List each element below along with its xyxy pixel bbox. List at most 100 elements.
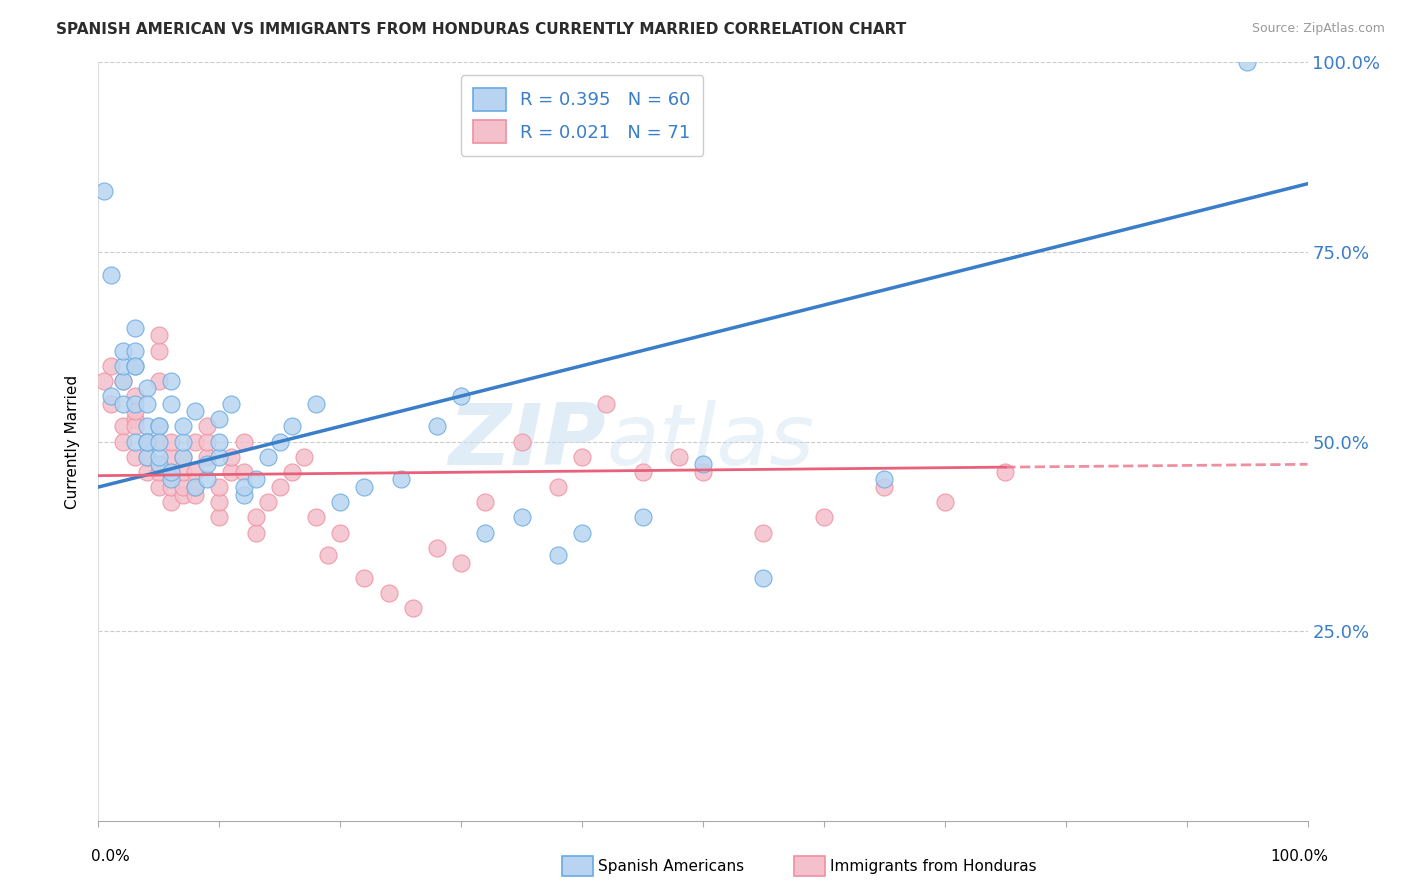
Point [111,396,134,410]
Point [160,450,183,464]
Point [208,434,231,449]
Point [245,525,267,540]
Point [752,525,775,540]
Point [172,434,194,449]
Point [135,434,157,449]
Point [195,473,218,487]
Point [994,465,1017,479]
Point [148,419,170,434]
Point [377,586,399,600]
Point [172,465,194,479]
Legend: R = 0.395   N = 60, R = 0.021   N = 71: R = 0.395 N = 60, R = 0.021 N = 71 [461,75,703,156]
Point [184,434,207,449]
Point [160,434,183,449]
Point [450,389,472,403]
Point [100,389,122,403]
Point [510,434,533,449]
Point [450,556,472,570]
Point [571,450,593,464]
Point [124,389,146,403]
Point [195,450,218,464]
Point [232,434,254,449]
Point [208,412,231,426]
Point [111,419,134,434]
Point [474,495,496,509]
Point [547,480,569,494]
Y-axis label: Currently Married: Currently Married [65,375,80,508]
Point [426,419,449,434]
Point [631,510,654,524]
Point [873,473,896,487]
Point [305,396,328,410]
Point [111,374,134,388]
Point [232,480,254,494]
Point [208,495,231,509]
Point [148,328,170,343]
Point [135,382,157,396]
Point [111,359,134,373]
Point [195,458,218,472]
Point [232,465,254,479]
Point [135,450,157,464]
Point [135,419,157,434]
Point [631,465,654,479]
Point [124,359,146,373]
Point [135,465,157,479]
Point [934,495,956,509]
Point [208,450,231,464]
Point [353,480,375,494]
Point [172,450,194,464]
Text: ZIP: ZIP [449,400,606,483]
Point [474,525,496,540]
Point [547,548,569,563]
Point [595,396,617,410]
Point [281,465,304,479]
Point [124,320,146,334]
Point [148,480,170,494]
Point [124,450,146,464]
Point [148,458,170,472]
Point [510,510,533,524]
Point [245,510,267,524]
Point [160,473,183,487]
Text: Spanish Americans: Spanish Americans [598,859,744,873]
Point [692,465,714,479]
Point [221,396,243,410]
Point [124,343,146,358]
Point [269,480,291,494]
Point [148,450,170,464]
Point [389,473,412,487]
Point [160,480,183,494]
Point [135,396,157,410]
Point [160,465,183,479]
Point [160,396,183,410]
Point [160,374,183,388]
Point [184,487,207,501]
Point [172,450,194,464]
Point [148,434,170,449]
Point [208,510,231,524]
Point [100,396,122,410]
Point [148,374,170,388]
Point [111,434,134,449]
Point [221,450,243,464]
Point [329,495,352,509]
Point [873,480,896,494]
Point [692,458,714,472]
Point [135,450,157,464]
Point [124,396,146,410]
Point [184,480,207,494]
Point [93,184,115,198]
Point [571,525,593,540]
Point [135,434,157,449]
Point [148,419,170,434]
Point [148,434,170,449]
Point [813,510,835,524]
Point [269,434,291,449]
Point [195,434,218,449]
Point [135,434,157,449]
Point [221,465,243,479]
Point [124,359,146,373]
Text: SPANISH AMERICAN VS IMMIGRANTS FROM HONDURAS CURRENTLY MARRIED CORRELATION CHART: SPANISH AMERICAN VS IMMIGRANTS FROM HOND… [56,22,907,37]
Point [124,419,146,434]
